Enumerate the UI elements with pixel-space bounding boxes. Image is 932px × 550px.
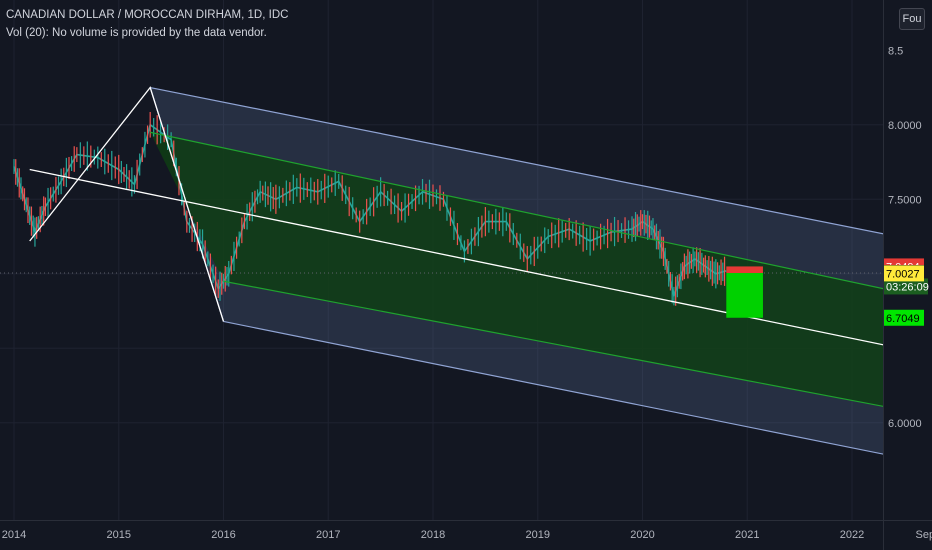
- position-target-zone: [726, 273, 763, 318]
- x-tick-label-6: 2020: [630, 529, 654, 541]
- pitchfork-inner-upper-line: [150, 131, 883, 290]
- legend-title: CANADIAN DOLLAR / MOROCCAN DIRHAM, 1D, I…: [6, 9, 289, 21]
- x-tick-label-2: 2016: [211, 529, 235, 541]
- x-tick-label-0: 2014: [2, 529, 26, 541]
- pitchfork-outer-upper-line: [150, 86, 883, 235]
- price-badge-2: [884, 278, 928, 295]
- x-tick-label-3: 2017: [316, 529, 340, 541]
- price-badge-label-2: 03:26:09: [886, 281, 929, 293]
- x-tick-label-5: 2019: [526, 529, 550, 541]
- pitchfork-outer-lower-line: [223, 320, 883, 455]
- y-tick-label-1: 8.0000: [888, 120, 922, 132]
- x-tick-label-9: Sep: [916, 529, 932, 541]
- position-stop-zone: [726, 266, 763, 273]
- price-badge-label-3: 7.0027: [886, 268, 920, 280]
- x-tick-label-1: 2015: [107, 529, 131, 541]
- plot-area: [0, 86, 883, 455]
- x-tick-label-8: 2022: [840, 529, 864, 541]
- y-tick-label-2: 7.5000: [888, 194, 922, 206]
- legend-volume: Vol (20): No volume is provided by the d…: [6, 27, 267, 39]
- pitchfork-inner-lower-line: [223, 280, 883, 407]
- y-tick-label-3: 6.0000: [888, 418, 922, 430]
- x-tick-label-4: 2018: [421, 529, 445, 541]
- zigzag-line: [29, 86, 225, 322]
- price-badge-4: [884, 309, 924, 326]
- pitchfork-median-line: [29, 168, 883, 346]
- x-tick-label-7: 2021: [735, 529, 759, 541]
- price-badge-3: [884, 265, 924, 282]
- price-badge-label-4: 6.7049: [886, 313, 920, 325]
- y-tick-label-0: 8.5: [888, 45, 903, 57]
- chart-settings-button[interactable]: Fou: [899, 8, 925, 30]
